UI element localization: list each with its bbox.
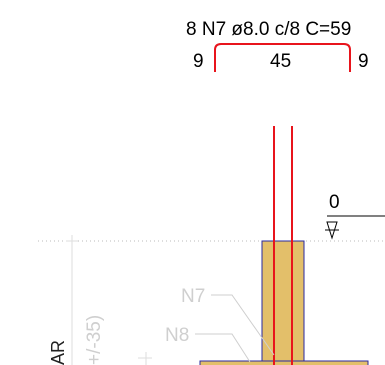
leader-n8: [195, 333, 251, 363]
hook-left-length: 9: [193, 51, 204, 72]
rotated-ar-text: AR: [48, 340, 68, 365]
span-length: 45: [270, 51, 291, 72]
hook-right-length: 9: [358, 51, 369, 72]
rebar-spec-label: 8 N7 ø8.0 c/8 C=59: [186, 19, 351, 40]
rebar-shape-diagram: [214, 43, 351, 72]
rotated-dimension-text: +/-35): [84, 315, 105, 365]
concrete-column: [261, 240, 305, 365]
label-n7: N7: [181, 286, 205, 307]
level-value-label: 0: [329, 192, 340, 213]
label-n8: N8: [165, 325, 189, 346]
leader-n7: [211, 294, 275, 356]
concrete-footing: [199, 360, 369, 365]
